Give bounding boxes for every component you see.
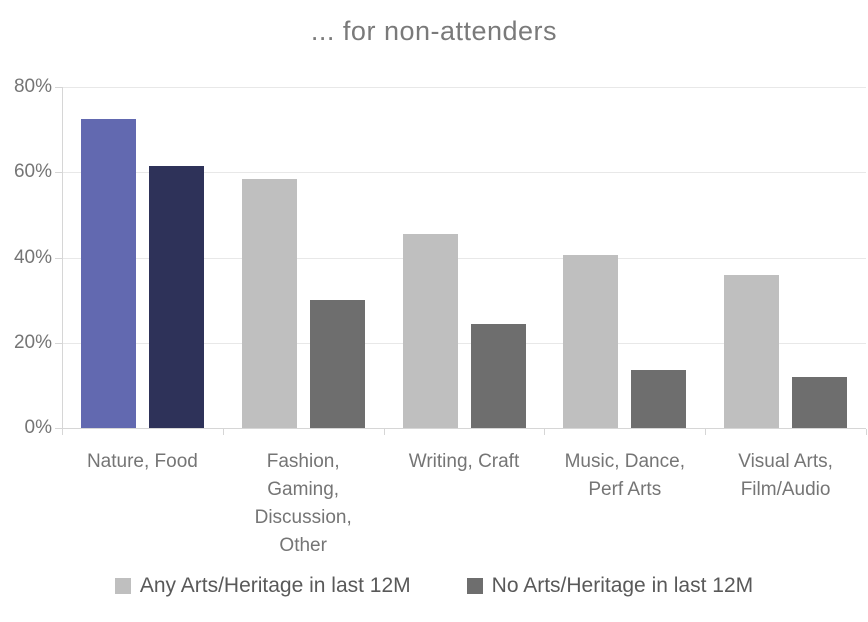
bar: [563, 255, 619, 428]
x-axis-tick: [866, 429, 867, 435]
y-axis-label: 20%: [13, 331, 52, 353]
y-axis-label: 0%: [24, 417, 52, 438]
y-axis-line: [62, 87, 63, 428]
x-axis-label: Music, Dance, Perf Arts: [564, 451, 685, 500]
gridline: [62, 172, 866, 174]
legend-swatch-any-arts-icon: [114, 578, 131, 594]
chart-title: ... for non-attenders: [310, 16, 558, 46]
legend-label-any-arts: Any Arts/Heritage in last 12M: [139, 574, 411, 597]
bar: [241, 178, 297, 428]
gridline: [62, 257, 866, 259]
x-axis-tick: [222, 429, 224, 435]
bar: [724, 274, 780, 428]
y-axis-label: 60%: [13, 161, 52, 183]
y-axis-tick: [55, 172, 62, 174]
legend-item-any-arts: Any Arts/Heritage in last 12M: [114, 574, 411, 598]
y-axis-label: 80%: [13, 76, 52, 97]
gridline: [62, 342, 866, 344]
y-axis-tick: [55, 257, 62, 259]
legend-swatch-no-arts-icon: [466, 578, 483, 594]
y-axis-tick: [55, 428, 62, 429]
legend-label-no-arts: No Arts/Heritage in last 12M: [491, 574, 754, 597]
x-axis-label: Nature, Food: [86, 451, 198, 472]
x-axis-tick: [62, 429, 63, 435]
legend: Any Arts/Heritage in last 12M No Arts/He…: [0, 574, 868, 598]
bar: [631, 370, 687, 428]
x-axis-tick: [544, 429, 546, 435]
gridline: [62, 87, 866, 88]
y-axis-label: 40%: [13, 246, 52, 268]
bar: [309, 300, 365, 428]
x-axis-label: Visual Arts, Film/Audio: [738, 451, 833, 500]
x-axis-tick: [383, 429, 385, 435]
legend-item-no-arts: No Arts/Heritage in last 12M: [466, 574, 754, 598]
x-axis-line: [62, 428, 866, 429]
x-axis-label: Writing, Craft: [408, 451, 520, 472]
bar: [470, 323, 526, 428]
x-axis-label: Fashion, Gaming, Discussion, Other: [254, 451, 352, 556]
bar: [148, 165, 204, 428]
bar: [792, 376, 848, 428]
x-axis-tick: [705, 429, 707, 435]
y-axis-tick: [55, 87, 62, 88]
bar: [80, 118, 136, 428]
bar: [402, 234, 458, 428]
y-axis-tick: [55, 342, 62, 344]
plot-area: [55, 87, 867, 435]
